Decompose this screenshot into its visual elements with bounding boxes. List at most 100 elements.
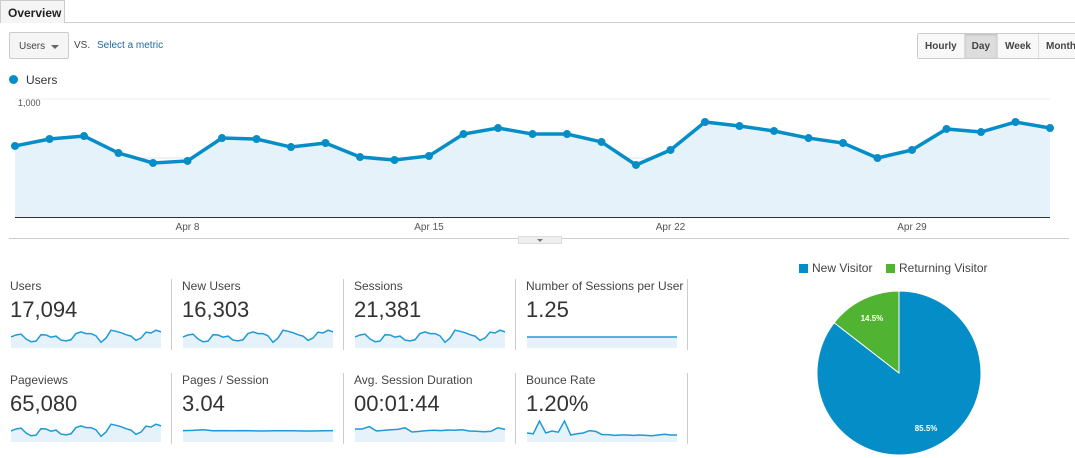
metric-dropdown[interactable]: Users <box>9 32 69 59</box>
pie-slice-label: 85.5% <box>915 424 938 433</box>
metric-label: Users <box>10 279 42 293</box>
data-point <box>252 135 261 144</box>
metric-label: Pages / Session <box>182 373 269 387</box>
data-point <box>80 132 88 141</box>
data-point <box>804 134 813 143</box>
granularity-toggle: Hourly Day Week Month <box>917 33 1075 59</box>
metric-card-avg-session-duration[interactable]: Avg. Session Duration 00:01:44 <box>354 373 506 443</box>
data-point <box>114 149 123 158</box>
sparkline-area <box>183 330 333 348</box>
data-point <box>1046 124 1054 133</box>
metric-value: 1.20% <box>526 391 589 416</box>
data-point <box>632 160 640 169</box>
sparkline-area <box>527 337 677 348</box>
metric-value: 21,381 <box>354 297 422 322</box>
metric-label: Bounce Rate <box>526 373 596 387</box>
sparkline-line <box>526 419 677 437</box>
data-point <box>735 122 744 131</box>
metric-card-pageviews[interactable]: Pageviews 65,080 <box>10 373 162 443</box>
data-point <box>494 124 502 133</box>
metric-value: 1.25 <box>526 297 569 322</box>
legend-label: Returning Visitor <box>899 261 988 275</box>
sparkline <box>182 329 334 348</box>
data-point <box>977 128 985 137</box>
data-point <box>873 154 882 162</box>
vs-label: VS. <box>74 40 91 51</box>
sparkline <box>355 425 506 442</box>
sparkline-line <box>10 329 162 344</box>
data-point <box>701 118 709 127</box>
divider <box>171 373 172 444</box>
metric-value: 17,094 <box>10 297 78 322</box>
sparkline-line <box>10 423 162 438</box>
month-button[interactable]: Month <box>1037 34 1075 58</box>
pie-slice-returning-visitor <box>833 290 900 375</box>
x-tick-label: Apr 29 <box>897 222 927 233</box>
legend-label: New Visitor <box>812 261 873 275</box>
divider <box>343 279 344 350</box>
metric-card-bounce-rate[interactable]: Bounce Rate 1.20% <box>526 373 678 443</box>
metric-label: Pageviews <box>10 373 69 387</box>
metric-card-pages-session[interactable]: Pages / Session 3.04 <box>182 373 334 443</box>
divider <box>687 279 688 350</box>
users-line-chart <box>11 98 1054 218</box>
pie-slice-new-visitor <box>816 290 982 456</box>
metric-card-new-users[interactable]: New Users 16,303 <box>182 279 334 349</box>
data-point <box>287 143 295 152</box>
data-point <box>459 130 468 139</box>
metric-card-users[interactable]: Users 17,094 <box>10 279 162 349</box>
chevron-down-icon <box>51 45 59 49</box>
pie-slice-label: 14.5% <box>861 314 884 323</box>
data-point <box>11 141 19 150</box>
data-point <box>356 153 364 162</box>
week-button[interactable]: Week <box>997 34 1038 58</box>
swatch-icon <box>799 263 808 273</box>
sparkline <box>10 329 162 348</box>
tab-divider <box>65 22 1075 23</box>
data-point <box>45 135 54 144</box>
sparkline-line <box>182 329 334 344</box>
data-point <box>183 156 192 165</box>
select-metric-link[interactable]: Select a metric <box>97 40 164 51</box>
pie-legend-new-visitor: New Visitor <box>799 261 872 275</box>
sparkline <box>526 419 677 442</box>
hourly-button[interactable]: Hourly <box>918 34 964 58</box>
sparkline-area <box>527 421 677 442</box>
data-point <box>942 124 951 133</box>
metric-value: 00:01:44 <box>354 391 440 416</box>
sparkline <box>354 329 506 348</box>
data-point <box>390 156 399 165</box>
divider <box>171 279 172 350</box>
metric-value: 3.04 <box>182 391 225 416</box>
sparkline <box>182 429 334 442</box>
divider <box>515 373 516 444</box>
tab-overview[interactable]: Overview <box>0 0 65 23</box>
pie-legend-returning-visitor: Returning Visitor <box>886 261 988 275</box>
swatch-icon <box>886 263 895 273</box>
divider <box>343 373 344 444</box>
data-point <box>839 139 847 148</box>
metric-label: Number of Sessions per User <box>526 279 684 293</box>
metric-dropdown-value: Users <box>19 41 46 52</box>
collapse-chart-button[interactable] <box>518 236 562 244</box>
data-point <box>218 134 226 143</box>
day-button[interactable]: Day <box>963 34 998 58</box>
legend-dot-icon <box>9 75 18 84</box>
metric-card-number-of-sessions-per-user[interactable]: Number of Sessions per User 1.25 <box>526 279 684 349</box>
sparkline-area <box>355 330 505 348</box>
metric-card-sessions[interactable]: Sessions 21,381 <box>354 279 506 349</box>
sparkline-line <box>182 429 334 432</box>
y-tick-1000: 1,000 <box>18 98 41 108</box>
data-point <box>908 145 916 154</box>
data-point <box>425 151 433 160</box>
data-point <box>528 130 537 139</box>
area-fill <box>15 122 1050 217</box>
data-point <box>321 139 330 148</box>
sparkline-area <box>355 426 505 442</box>
divider <box>687 373 688 444</box>
metric-value: 16,303 <box>182 297 250 322</box>
sparkline-line <box>354 329 506 344</box>
sparkline-line <box>355 425 506 433</box>
x-tick-label: Apr 15 <box>414 222 444 233</box>
data-point <box>149 158 157 167</box>
